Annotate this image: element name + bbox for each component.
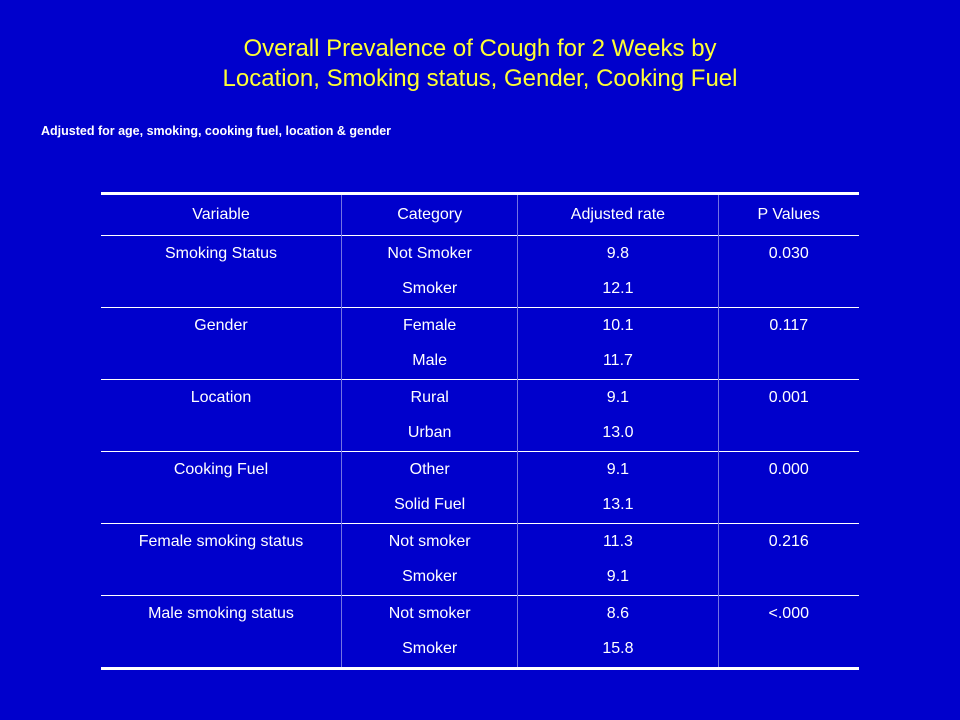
cell-rate: 13.0 xyxy=(517,415,719,452)
cell-p-value: 0.001 xyxy=(717,379,859,416)
header-p-values: P Values xyxy=(717,193,859,236)
cell-category: Solid Fuel xyxy=(340,487,518,524)
cell-variable: Gender xyxy=(194,316,248,334)
cell-variable-empty xyxy=(101,272,341,308)
cell-variable: Cooking Fuel xyxy=(173,460,269,478)
cell-rate: 11.7 xyxy=(517,343,719,380)
cell-category: Smoker xyxy=(340,631,518,670)
table-row: Male 11.7 xyxy=(101,343,859,380)
cell-p-value: 0.000 xyxy=(717,451,859,488)
cell-p-value: <.000 xyxy=(717,595,859,632)
table-row: Smoker 15.8 xyxy=(101,631,859,670)
cell-p-value-empty xyxy=(717,487,859,524)
cell-p-value: 0.030 xyxy=(717,235,859,272)
cell-rate: 9.8 xyxy=(517,235,719,272)
cell-variable: Male smoking status xyxy=(148,604,294,622)
cell-category: Male xyxy=(340,343,518,380)
table-row: Smoker 12.1 xyxy=(101,271,859,308)
cell-rate: 15.8 xyxy=(517,631,719,670)
table-row: Smoker 9.1 xyxy=(101,559,859,596)
cell-p-value-empty xyxy=(717,343,859,380)
header-category: Category xyxy=(340,193,518,236)
cell-rate: 11.3 xyxy=(517,523,719,560)
adjustment-note: Adjusted for age, smoking, cooking fuel,… xyxy=(41,124,392,138)
cell-rate: 12.1 xyxy=(517,271,719,308)
cell-p-value-empty xyxy=(717,415,859,452)
table-row: Smoking Status Not Smoker 9.8 0.030 xyxy=(101,235,859,272)
cell-p-value-empty xyxy=(717,559,859,596)
cell-p-value: 0.216 xyxy=(717,523,859,560)
slide-title: Overall Prevalence of Cough for 2 Weeks … xyxy=(0,34,960,94)
slide-title-line-2: Location, Smoking status, Gender, Cookin… xyxy=(222,65,738,92)
cell-variable-empty xyxy=(101,560,341,596)
table-body: Smoking Status Not Smoker 9.8 0.030 Smok… xyxy=(101,235,859,670)
cell-p-value-empty xyxy=(717,271,859,308)
table-row: Urban 13.0 xyxy=(101,415,859,452)
cell-category: Smoker xyxy=(340,271,518,308)
header-row: Variable Category Adjusted rate P Values xyxy=(101,193,859,236)
cell-p-value: 0.117 xyxy=(717,307,859,344)
cell-rate: 9.1 xyxy=(517,451,719,488)
cell-category: Smoker xyxy=(340,559,518,596)
table-row: Solid Fuel 13.1 xyxy=(101,487,859,524)
table-row: Location Rural 9.1 0.001 xyxy=(101,379,859,416)
cell-variable-empty xyxy=(101,344,341,380)
cell-category: Female xyxy=(340,307,518,344)
cell-rate: 9.1 xyxy=(517,559,719,596)
prevalence-table: Variable Category Adjusted rate P Values… xyxy=(101,192,859,670)
cell-category: Urban xyxy=(340,415,518,452)
cell-category: Not smoker xyxy=(340,523,518,560)
table-row: Female smoking status Not smoker 11.3 0.… xyxy=(101,523,859,560)
slide-title-line-1: Overall Prevalence of Cough for 2 Weeks … xyxy=(243,35,717,62)
cell-variable-empty xyxy=(101,416,341,452)
cell-variable-empty xyxy=(101,631,342,670)
cell-rate: 8.6 xyxy=(517,595,719,632)
cell-variable: Female smoking status xyxy=(138,532,304,550)
cell-variable: Smoking Status xyxy=(164,244,278,262)
cell-category: Rural xyxy=(340,379,518,416)
table-header: Variable Category Adjusted rate P Values xyxy=(101,193,859,236)
cell-category: Not Smoker xyxy=(340,235,518,272)
cell-rate: 10.1 xyxy=(517,307,719,344)
cell-p-value-empty xyxy=(717,631,859,670)
cell-category: Other xyxy=(340,451,518,488)
cell-category: Not smoker xyxy=(340,595,518,632)
table-row: Cooking Fuel Other 9.1 0.000 xyxy=(101,451,859,488)
table-row: Gender Female 10.1 0.117 xyxy=(101,307,859,344)
cell-variable: Location xyxy=(190,388,252,406)
table-row: Male smoking status Not smoker 8.6 <.000 xyxy=(101,595,859,632)
cell-variable-empty xyxy=(101,488,341,524)
header-variable: Variable xyxy=(192,206,250,223)
cell-rate: 9.1 xyxy=(517,379,719,416)
cell-rate: 13.1 xyxy=(517,487,719,524)
header-adjusted-rate: Adjusted rate xyxy=(517,193,719,236)
